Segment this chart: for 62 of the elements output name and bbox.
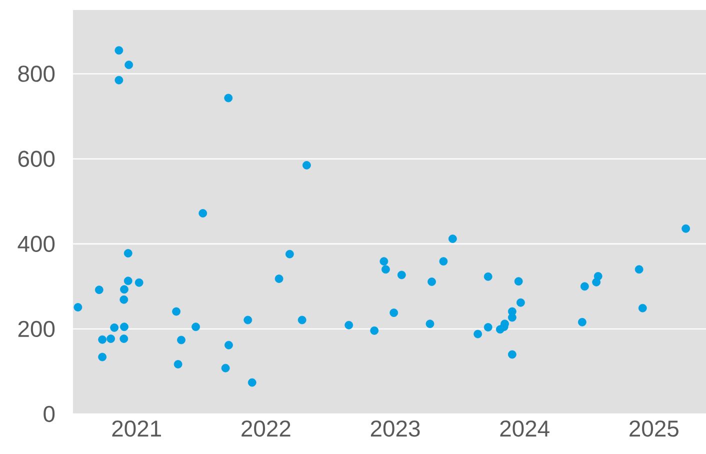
- point: [474, 330, 482, 338]
- point: [110, 323, 119, 332]
- y-tick-label: 200: [18, 320, 55, 338]
- point: [74, 303, 82, 312]
- point: [120, 295, 128, 304]
- point: [514, 277, 523, 286]
- x-tick-label: 2021: [112, 420, 161, 437]
- point: [174, 360, 182, 368]
- point: [428, 278, 436, 286]
- point: [397, 270, 406, 280]
- point: [426, 320, 434, 328]
- point: [578, 318, 586, 326]
- y-tick-label: 0: [44, 406, 55, 422]
- point: [221, 364, 230, 372]
- point: [198, 209, 208, 218]
- point: [298, 316, 306, 324]
- point: [124, 249, 132, 258]
- point: [244, 316, 252, 324]
- point: [120, 334, 128, 343]
- x-tick-label: 2024: [500, 420, 550, 437]
- point: [114, 46, 124, 55]
- y-tick-label: 600: [18, 150, 55, 167]
- y-tick-label: 800: [18, 66, 55, 82]
- point: [484, 272, 492, 281]
- point: [120, 285, 128, 294]
- point: [114, 76, 124, 84]
- point: [248, 378, 256, 387]
- point: [382, 265, 390, 274]
- point: [634, 265, 644, 274]
- point: [120, 322, 128, 332]
- x-tick-label: 2023: [370, 420, 420, 437]
- point: [302, 161, 311, 170]
- point: [448, 234, 457, 243]
- point: [594, 272, 602, 280]
- point: [172, 307, 180, 316]
- point: [516, 298, 525, 307]
- point: [224, 94, 233, 102]
- x-tick-label: 2022: [242, 420, 290, 437]
- y-tick-label: 400: [18, 236, 55, 252]
- point: [285, 250, 294, 258]
- point: [484, 323, 492, 332]
- point: [580, 282, 589, 291]
- point: [344, 320, 354, 330]
- point: [370, 326, 379, 335]
- point: [98, 335, 107, 344]
- point: [177, 336, 186, 344]
- point: [94, 286, 104, 294]
- point: [106, 334, 116, 343]
- point: [390, 308, 398, 317]
- point: [439, 257, 448, 266]
- point: [134, 278, 144, 287]
- point: [98, 352, 107, 362]
- x-tick-label: 2025: [630, 420, 678, 437]
- point: [638, 304, 647, 312]
- point: [124, 60, 134, 70]
- point: [380, 257, 388, 266]
- point: [274, 274, 284, 283]
- point: [224, 340, 233, 350]
- point: [192, 322, 200, 332]
- point: [682, 224, 690, 233]
- point: [508, 350, 516, 359]
- point: [124, 276, 132, 286]
